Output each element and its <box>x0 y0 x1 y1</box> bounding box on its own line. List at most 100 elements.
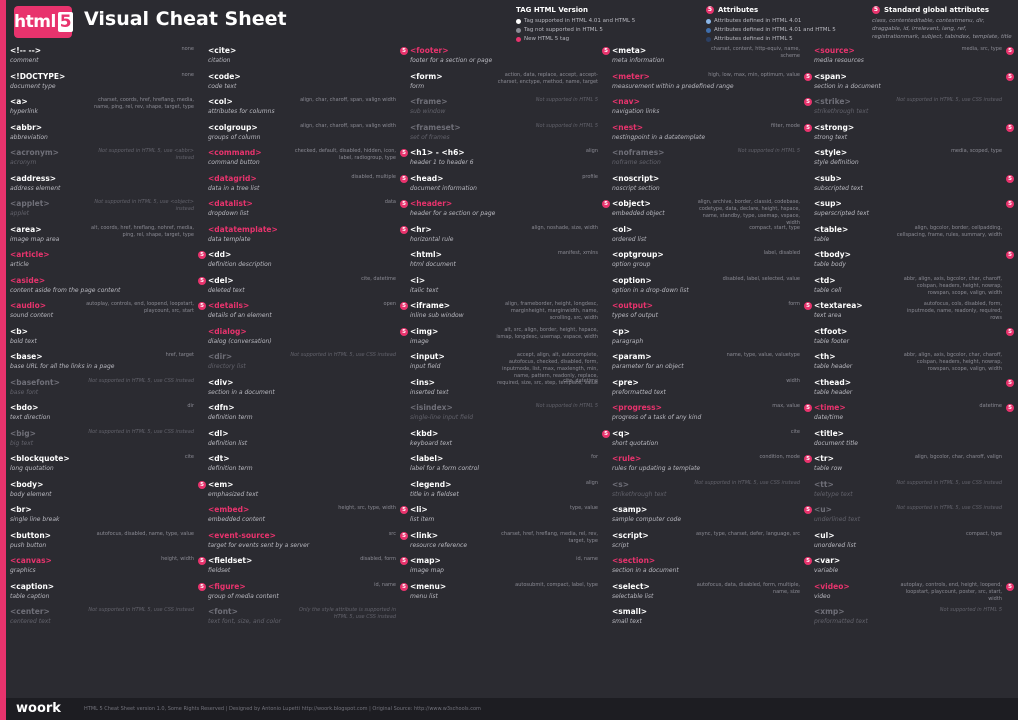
tag-description: big text <box>10 439 34 447</box>
tag-name: <datatemplate> <box>208 224 278 234</box>
tag-description: base font <box>10 388 39 396</box>
tag-name: <center> <box>10 607 50 616</box>
tag-note: Not supported in HTML 5, use CSS instead <box>896 479 1002 486</box>
tag-name: <br> <box>10 505 32 514</box>
tag-description: content aside from the page content <box>10 286 121 294</box>
tag-attributes: align, bgcolor, border, cellpadding, cel… <box>896 224 1002 238</box>
tag-description: title in a fieldset <box>410 490 459 498</box>
tag-name: <td> <box>814 275 836 285</box>
tag-note: Not supported in HTML 5 <box>535 97 598 103</box>
tag-name: <bdo> <box>10 403 39 412</box>
html5-badge-icon: 5 <box>804 455 812 463</box>
tag-name: <del> <box>208 275 234 285</box>
tag-description: noframe section <box>612 159 661 166</box>
tag-entry: <tt> teletype text Not supported in HTML 5… <box>814 480 1014 506</box>
legend-item: Attributes defined in HTML 5 <box>706 35 856 43</box>
tag-name: <iframe> <box>410 301 451 310</box>
tag-attributes: manifest, xmlns <box>557 250 598 256</box>
tag-description: bold text <box>10 337 37 345</box>
tag-description: resource reference <box>410 541 468 549</box>
tag-name: <div> <box>208 377 234 387</box>
tag-entry: <head> document information profile <box>410 174 610 200</box>
tag-name: <samp> <box>612 505 648 514</box>
tag-attributes: align, noshade, size, width <box>531 224 598 231</box>
tag-description: input field <box>410 363 441 370</box>
tag-description: fieldset <box>208 567 231 574</box>
tag-entry: <noscript> noscript section <box>612 174 812 200</box>
tag-description: navigation links <box>612 108 660 115</box>
tag-entry: <base> base URL for all the links in a pa… <box>10 352 206 378</box>
tag-description: citation <box>208 57 231 64</box>
tag-entry: <meter> measurement within a predefined r… <box>612 72 812 98</box>
tag-name: <rule> <box>612 454 642 463</box>
tag-note: Not supported in HTML 5, use CSS instead <box>88 607 194 613</box>
tag-entry: <nav> navigation links 5 <box>612 97 812 123</box>
tag-description: selectable list <box>612 592 654 600</box>
legend-item: Tag not supported in HTML 5 <box>516 26 666 34</box>
tag-entry: <address> address element <box>10 174 206 200</box>
tag-description: option in a drop-down list <box>612 286 689 294</box>
tag-attributes: action, data, replace, accept, accept-ch… <box>497 71 598 85</box>
tag-entry: <map> image map id, name <box>410 556 610 582</box>
tag-entry: <input> input field accept, align, alt, au… <box>410 352 610 386</box>
html5-badge-icon: 5 <box>1006 47 1014 55</box>
tag-entry: <figure> group of media content id, name 5 <box>208 582 408 608</box>
html5-badge-icon: 5 <box>400 174 408 183</box>
tag-note: Not supported in HTML 5, use CSS instead <box>694 479 800 486</box>
tag-entry: <meta> meta information charset, content, … <box>612 46 812 72</box>
tag-name: <event-source> <box>208 530 276 540</box>
tag-attributes: autosubmit, compact, label, type <box>515 581 598 588</box>
tag-entry: <dir> directory list Not supported in HTML… <box>208 352 408 378</box>
html5-badge-icon: 5 <box>198 480 206 489</box>
tag-attributes: src <box>388 530 396 537</box>
tag-entry: <strike> strikethrough text Not supported … <box>814 97 1014 123</box>
tag-entry: <big> big text Not supported in HTML 5, us… <box>10 429 206 455</box>
tag-attributes: abbr, align, axis, bgcolor, char, charof… <box>903 352 1002 372</box>
tag-description: set of frames <box>410 133 450 141</box>
tag-entry: <bdo> text direction dir <box>10 403 206 429</box>
tag-name: <frame> <box>410 97 448 106</box>
tag-description: video <box>814 592 831 600</box>
tag-attributes: async, type, charset, defer, language, s… <box>695 530 800 537</box>
tag-attributes: max, value <box>772 403 800 409</box>
dot-darkblue-icon <box>706 27 711 33</box>
tag-entry: <article> article 5 <box>10 250 206 276</box>
tag-name: <header> <box>410 199 453 208</box>
tag-description: short quotation <box>612 439 659 447</box>
tag-attributes: type, value <box>569 505 598 511</box>
tag-description: parameter for an object <box>612 363 684 370</box>
tag-attributes: dir <box>187 403 194 409</box>
tag-note: Not supported in HTML 5 <box>535 403 598 409</box>
tag-entry: <title> document title <box>814 429 1014 455</box>
tag-description: table header <box>814 363 853 370</box>
tag-attributes: autoplay, controls, end, height, loopend… <box>900 581 1002 602</box>
footer-credits: HTML 5 Cheat Sheet version 1.0, Some Rig… <box>84 706 481 712</box>
legend-label: New HTML 5 tag <box>524 36 570 42</box>
tag-entry: <abbr> abbreviation <box>10 123 206 149</box>
tag-description: table footer <box>814 337 850 345</box>
tag-attributes: data <box>384 199 396 205</box>
tag-name: <figure> <box>208 581 246 591</box>
tag-entry: <sub> subscripted text 5 <box>814 174 1014 200</box>
tag-name: <tbody> <box>814 250 851 259</box>
tag-description: footer for a section or page <box>410 57 493 64</box>
tag-description: embedded object <box>612 210 665 217</box>
tag-description: table body <box>814 261 846 268</box>
tag-entry: <i> italic text <box>410 276 610 302</box>
tag-name: <blockquote> <box>10 454 70 463</box>
legend-attributes-heading-row: 5 Attributes <box>706 6 856 14</box>
tag-attributes: align <box>585 479 598 486</box>
html5-badge-icon: 5 <box>804 557 812 565</box>
tag-name: <head> <box>410 173 444 183</box>
tag-entry: <audio> sound content autoplay, controls, … <box>10 301 206 327</box>
tag-name: <area> <box>10 224 42 234</box>
tag-description: abbreviation <box>10 133 48 141</box>
tag-description: meta information <box>612 57 665 64</box>
tag-name: <tfoot> <box>814 326 848 336</box>
tag-description: group of media content <box>208 592 279 600</box>
tag-description: small text <box>612 618 642 625</box>
tag-description: types of output <box>612 312 658 319</box>
html5-badge-icon: 5 <box>400 225 408 234</box>
tag-name: <frameset> <box>410 122 461 132</box>
tag-name: <dt> <box>208 454 230 463</box>
